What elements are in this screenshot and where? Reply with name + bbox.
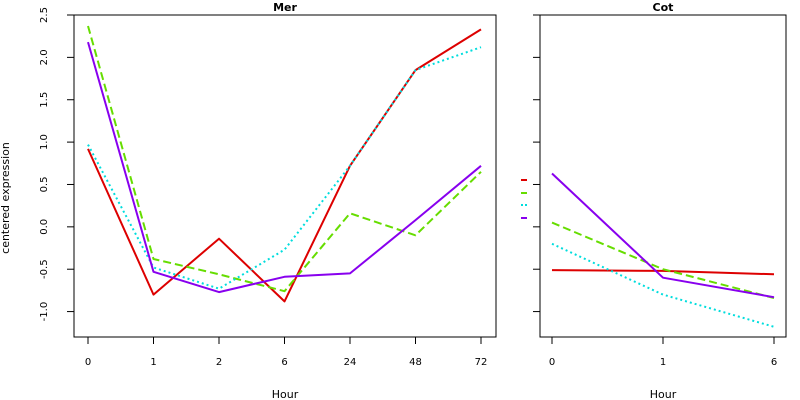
y-tick-label: -0.5 — [39, 259, 50, 279]
series-line — [87, 41, 482, 294]
series-line — [551, 221, 775, 299]
x-tick-label: 1 — [660, 357, 666, 368]
x-tick-label: 2 — [216, 357, 222, 368]
y-tick-label: 2.0 — [39, 49, 50, 65]
series-line — [87, 28, 482, 303]
y-tick-label: 1.0 — [39, 134, 50, 150]
x-axis-cot: 0 1 6 — [549, 337, 777, 368]
x-tick-label: 6 — [771, 357, 777, 368]
x-axis-mer: 0 1 2 6 24 48 72 — [85, 337, 488, 368]
panel-mer: Mer Hour centered expression 0 1 2 6 24 48 72 … — [0, 1, 497, 400]
series-line — [87, 46, 482, 290]
series-line — [551, 269, 775, 276]
y-tick-label: -1.0 — [39, 302, 50, 322]
x-tick-label: 48 — [409, 357, 422, 368]
plot-frame-cot — [539, 14, 787, 338]
series-line — [551, 172, 775, 299]
chart-title-mer: Mer — [273, 1, 297, 14]
x-tick-label: 1 — [150, 357, 156, 368]
y-tick-label: 0.0 — [39, 219, 50, 235]
y-axis-mer: -1.0 -0.5 0.0 0.5 1.0 1.5 2.0 2.5 — [39, 7, 74, 321]
series-line — [551, 242, 775, 328]
y-tick-label: 0.5 — [39, 177, 50, 193]
panel-cot: Cot Hour 0 1 6 — [533, 1, 787, 400]
series-lines-mer — [87, 25, 482, 303]
y-tick-label: 2.5 — [39, 7, 50, 23]
x-axis-title-cot: Hour — [650, 388, 677, 400]
x-tick-label: 0 — [85, 357, 91, 368]
series-lines-cot — [551, 172, 775, 328]
y-axis-cot — [533, 14, 540, 313]
y-axis-title: centered expression — [0, 142, 12, 254]
x-tick-label: 72 — [475, 357, 488, 368]
x-tick-label: 24 — [344, 357, 357, 368]
x-tick-label: 0 — [549, 357, 555, 368]
x-axis-title-mer: Hour — [272, 388, 299, 400]
y-tick-label: 1.5 — [39, 92, 50, 108]
series-line — [87, 25, 482, 293]
x-tick-label: 6 — [281, 357, 287, 368]
chart-title-cot: Cot — [653, 1, 674, 14]
legend-keys — [521, 179, 527, 219]
